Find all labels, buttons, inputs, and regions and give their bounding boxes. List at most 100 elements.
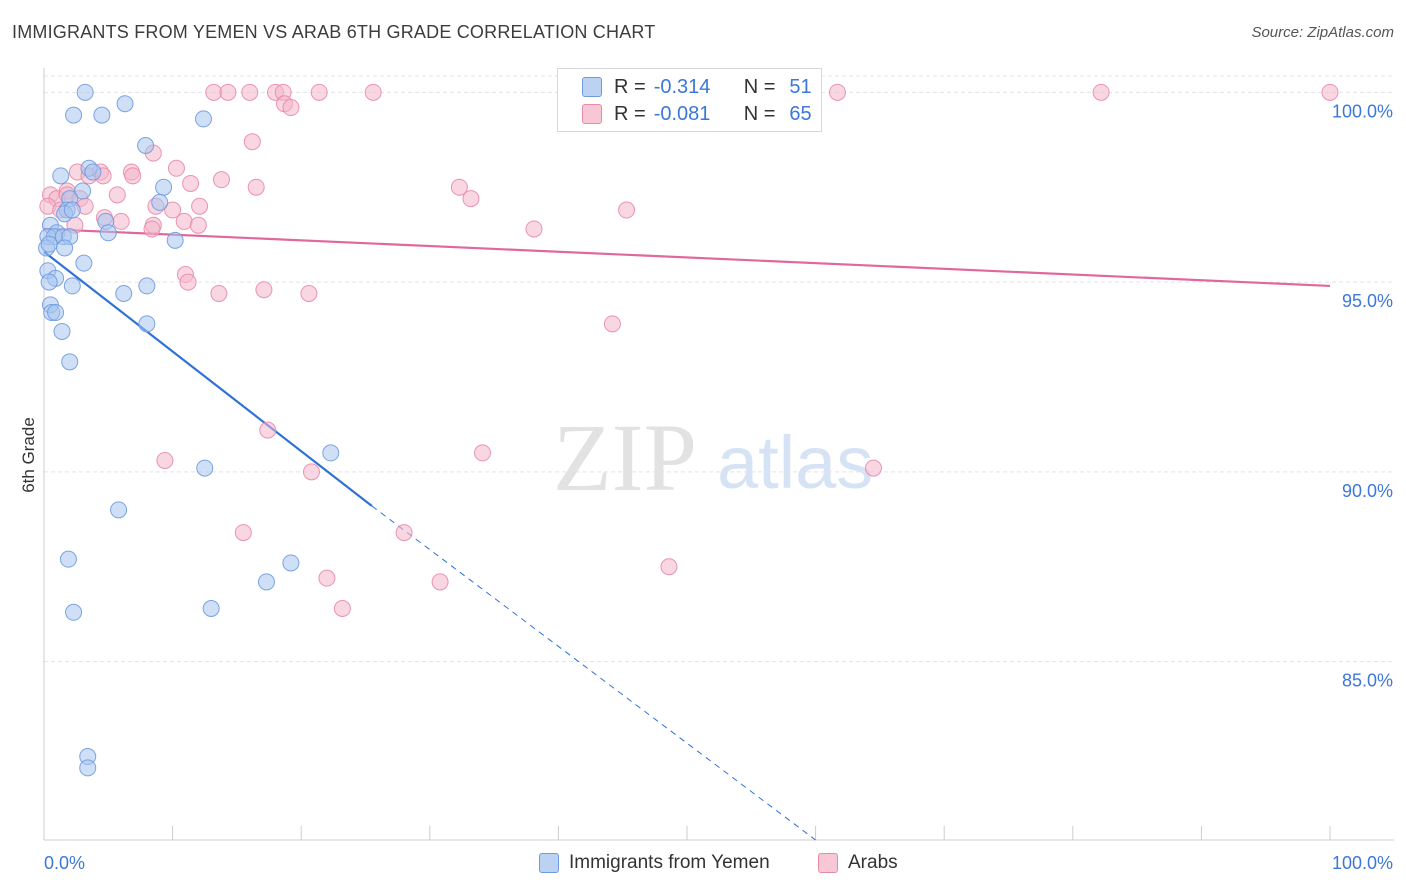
yemen-point xyxy=(74,182,92,200)
watermark-zip: ZIP xyxy=(553,404,697,511)
arabs-point xyxy=(156,451,174,469)
arabs-point xyxy=(191,197,209,215)
legend-n-value: 51 xyxy=(789,75,812,98)
arabs-point xyxy=(310,83,328,101)
yemen-point xyxy=(282,554,300,572)
yemen-point xyxy=(257,573,275,591)
arabs-point xyxy=(302,463,320,481)
yemen-points xyxy=(38,83,340,777)
yemen-trend-line xyxy=(43,250,373,507)
legend-r-label: R = xyxy=(614,102,646,125)
yemen-point xyxy=(99,224,117,242)
yemen-trend-extension xyxy=(371,505,816,841)
arabs-point xyxy=(243,133,261,151)
yemen-point xyxy=(137,136,155,154)
chart-title: IMMIGRANTS FROM YEMEN VS ARAB 6TH GRADE … xyxy=(12,22,656,42)
series-legend-yemen[interactable]: Immigrants from Yemen xyxy=(539,852,770,874)
yemen-point xyxy=(110,501,128,519)
arabs-point xyxy=(124,167,142,185)
yemen-point xyxy=(63,201,81,219)
series-swatch-blue xyxy=(539,853,559,873)
yemen-point xyxy=(53,322,71,340)
watermark-atlas: atlas xyxy=(717,421,873,504)
yemen-point xyxy=(40,235,58,253)
arabs-point xyxy=(259,421,277,439)
legend-row-arabs: R = -0.081 N = 65 xyxy=(582,102,812,126)
yemen-point xyxy=(65,106,83,124)
yemen-point xyxy=(76,83,94,101)
arabs-point xyxy=(318,569,336,587)
source-label: Source: ZipAtlas.com xyxy=(1251,24,1394,41)
watermark: ZIP atlas xyxy=(553,404,873,511)
arabs-point xyxy=(255,281,273,299)
yemen-point xyxy=(59,550,77,568)
arabs-point xyxy=(431,573,449,591)
legend-swatch-pink xyxy=(582,104,602,124)
arabs-point xyxy=(450,178,468,196)
arabs-point xyxy=(395,524,413,542)
arabs-point xyxy=(241,83,259,101)
arabs-point xyxy=(364,83,382,101)
series-name-yemen: Immigrants from Yemen xyxy=(569,852,770,873)
arabs-points xyxy=(39,83,1339,617)
yemen-point xyxy=(93,106,111,124)
arabs-trend-line xyxy=(43,227,1331,288)
yemen-point xyxy=(138,315,156,333)
arabs-point xyxy=(618,201,636,219)
yemen-point xyxy=(61,353,79,371)
yemen-point xyxy=(151,193,169,211)
yemen-point xyxy=(138,277,156,295)
arabs-point xyxy=(112,212,130,230)
series-name-arabs: Arabs xyxy=(848,852,898,873)
series-legend-arabs[interactable]: Arabs xyxy=(818,852,898,874)
arabs-point xyxy=(210,285,228,303)
yemen-point xyxy=(115,285,133,303)
arabs-point xyxy=(175,212,193,230)
legend-r-label: R = xyxy=(614,75,646,98)
arabs-point xyxy=(282,99,300,117)
yemen-point xyxy=(194,110,212,128)
series-legend: Immigrants from Yemen Arabs xyxy=(0,852,1406,878)
arabs-point xyxy=(108,186,126,204)
arabs-point xyxy=(179,273,197,291)
arabs-point xyxy=(828,83,846,101)
arabs-point xyxy=(212,171,230,189)
legend-n-value: 65 xyxy=(789,102,812,125)
yemen-point xyxy=(40,273,58,291)
trend-lines xyxy=(43,227,1331,841)
arabs-point xyxy=(167,159,185,177)
legend-swatch-blue xyxy=(582,77,602,97)
arabs-point xyxy=(182,174,200,192)
arabs-point xyxy=(864,459,882,477)
arabs-point xyxy=(525,220,543,238)
arabs-point xyxy=(234,524,252,542)
yemen-point xyxy=(75,254,93,272)
yemen-point xyxy=(196,459,214,477)
yemen-point xyxy=(116,95,134,113)
yemen-point xyxy=(322,444,340,462)
yemen-point xyxy=(84,163,102,181)
tick-labels: 100.0% 95.0% 90.0% 85.0% 0.0% 100.0% xyxy=(44,101,1393,873)
y-tick-label: 85.0% xyxy=(1342,671,1393,691)
arabs-point xyxy=(462,190,480,208)
gridlines xyxy=(44,75,1394,663)
series-swatch-pink xyxy=(818,853,838,873)
yemen-point xyxy=(155,178,173,196)
yemen-point xyxy=(56,239,74,257)
y-axis-label: 6th Grade xyxy=(19,417,38,493)
yemen-point xyxy=(202,599,220,617)
yemen-point xyxy=(65,603,83,621)
y-tick-label: 100.0% xyxy=(1332,101,1393,121)
yemen-point xyxy=(63,277,81,295)
arabs-point xyxy=(143,220,161,238)
yemen-point xyxy=(79,759,97,777)
arabs-point xyxy=(603,315,621,333)
yemen-point xyxy=(52,167,70,185)
legend-r-value: -0.081 xyxy=(653,102,711,125)
arabs-point xyxy=(333,599,351,617)
arabs-point xyxy=(205,83,223,101)
x-tick-label-max: 100.0% xyxy=(1332,853,1393,873)
arabs-point xyxy=(1092,83,1110,101)
arabs-point xyxy=(164,201,182,219)
arabs-point xyxy=(660,558,678,576)
